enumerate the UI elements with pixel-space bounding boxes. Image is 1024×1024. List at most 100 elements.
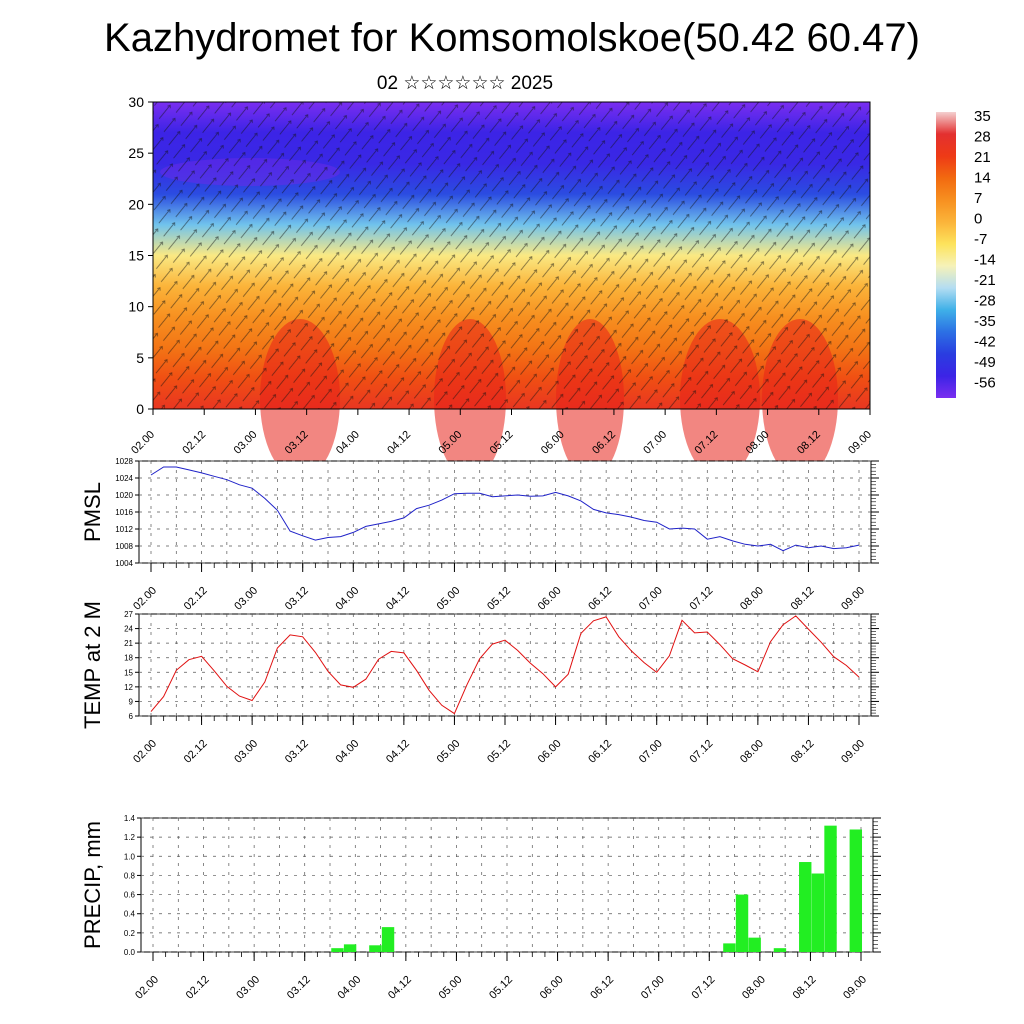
y-tick-label: 1020 (115, 491, 133, 500)
y-tick-label: 1012 (115, 525, 133, 534)
x-tick-label: 06.00 (536, 585, 564, 613)
x-tick-label: 03.00 (232, 738, 260, 766)
x-tick-label: 04.12 (386, 974, 414, 1002)
x-tick-label: 06.12 (586, 585, 614, 613)
x-tick-label: 05.12 (487, 974, 515, 1002)
colorbar-label: -7 (974, 231, 987, 248)
x-tick-label: 03.12 (283, 738, 311, 766)
precip-bar (773, 948, 787, 952)
chart-title: Kazhydromet for Komsomolskoe(50.42 60.47… (104, 16, 920, 60)
colorbar-label: -21 (974, 272, 996, 289)
colorbar-label: -42 (974, 334, 996, 351)
y-tick-label: 20 (128, 196, 144, 212)
x-tick-label: 04.12 (384, 738, 412, 766)
y-axis-title: PRECIP, mm (80, 821, 105, 949)
x-tick-label: 02.00 (131, 585, 159, 613)
x-tick-label: 07.12 (689, 974, 717, 1002)
x-tick-label: 05.00 (435, 585, 463, 613)
x-tick-label: 07.00 (639, 974, 667, 1002)
y-tick-label: 1.2 (124, 833, 136, 842)
x-tick-label: 05.12 (485, 585, 513, 613)
y-tick-label: 24 (124, 625, 133, 634)
colorbar-label: -56 (974, 375, 996, 392)
x-tick-label: 02.00 (129, 429, 157, 457)
y-tick-label: 10 (128, 299, 144, 315)
colorbar-label: 7 (974, 190, 982, 207)
y-axis-title: PMSL (80, 482, 105, 542)
y-tick-label: 1024 (115, 474, 133, 483)
x-tick-label: 08.00 (738, 585, 766, 613)
y-tick-label: 0.2 (124, 929, 136, 938)
precip-bar (811, 873, 825, 952)
x-tick-label: 06.00 (536, 738, 564, 766)
panel-frame (138, 613, 872, 717)
y-tick-label: 15 (128, 248, 144, 264)
x-tick-label: 08.12 (789, 585, 817, 613)
x-tick-label: 07.00 (637, 738, 665, 766)
x-tick-label: 03.00 (232, 585, 260, 613)
y-tick-label: 0.6 (124, 891, 136, 900)
precip-bar (735, 894, 749, 952)
x-tick-label: 04.12 (385, 429, 413, 457)
x-tick-label: 05.12 (485, 738, 513, 766)
x-tick-label: 03.00 (234, 974, 262, 1002)
x-tick-label: 05.00 (437, 974, 465, 1002)
x-tick-label: 09.00 (846, 429, 874, 457)
wind-barbs (153, 102, 870, 409)
x-tick-label: 02.00 (131, 738, 159, 766)
x-tick-label: 06.12 (588, 974, 616, 1002)
colorbar: 35 28 21 14 7 0 -7 -14 -21 -28 -35 -42 -49 -56 (936, 108, 996, 398)
colorbar-label: -35 (974, 313, 996, 330)
x-tick-label: 02.12 (180, 429, 208, 457)
chart-subtitle: 02 ☆☆☆☆☆☆ 2025 (376, 73, 554, 94)
x-tick-label: 08.12 (789, 738, 817, 766)
precip-bar (748, 937, 761, 952)
x-tick-label: 02.12 (182, 738, 210, 766)
pmsl-panel: 1004 1008 1012 1016 1020 1024 1028 02.00 02.12 03… (80, 457, 879, 613)
colorbar-label: -28 (974, 293, 996, 310)
x-tick-label: 08.00 (740, 974, 768, 1002)
x-tick-label: 09.00 (841, 974, 869, 1002)
y-tick-label: 1.4 (124, 814, 136, 823)
y-tick-label: 1.0 (124, 852, 136, 861)
x-tick-label: 07.12 (687, 585, 715, 613)
colorbar-label: 14 (974, 170, 991, 187)
series-line (150, 466, 860, 552)
precip-bar (723, 943, 736, 952)
y-tick-label: 0.0 (124, 948, 136, 957)
colorbar-label: 0 (974, 211, 982, 228)
x-tick-label: 09.00 (839, 738, 867, 766)
x-tick-label: 04.00 (333, 738, 361, 766)
x-tick-label: 07.12 (687, 738, 715, 766)
y-tick-label: 0.8 (124, 871, 136, 880)
y-tick-label: 1028 (115, 457, 133, 466)
precip-panel: 0.0 0.2 0.4 0.6 0.8 1.0 1.2 1.4 02.00 02.12 03.00 0… (80, 814, 881, 1002)
y-tick-label: 30 (128, 94, 144, 110)
precip-bar (331, 948, 344, 952)
precip-bar (381, 927, 395, 952)
y-tick-label: 5 (136, 350, 144, 366)
x-tick-label: 03.12 (283, 585, 311, 613)
x-tick-label: 03.00 (232, 429, 260, 457)
x-tick-label: 03.12 (285, 974, 313, 1002)
x-tick-label: 07.00 (637, 585, 665, 613)
x-tick-label: 02.00 (133, 974, 161, 1002)
precip-bar (849, 829, 863, 952)
colorbar-label: -49 (974, 354, 996, 371)
y-tick-label: 1016 (115, 508, 133, 517)
y-tick-label: 25 (128, 145, 144, 161)
y-tick-label: 12 (124, 683, 133, 692)
x-tick-label: 04.00 (334, 429, 362, 457)
x-tick-label: 02.12 (182, 585, 210, 613)
y-tick-label: 9 (129, 697, 134, 706)
x-tick-label: 08.00 (738, 738, 766, 766)
y-tick-label: 0.4 (124, 910, 136, 919)
colorbar-label: 28 (974, 129, 991, 146)
y-tick-label: 1004 (115, 559, 133, 568)
x-tick-label: 04.00 (335, 974, 363, 1002)
y-axis-title: TEMP at 2 M (80, 601, 105, 729)
y-tick-label: 1008 (115, 542, 133, 551)
x-tick-label: 04.00 (333, 585, 361, 613)
